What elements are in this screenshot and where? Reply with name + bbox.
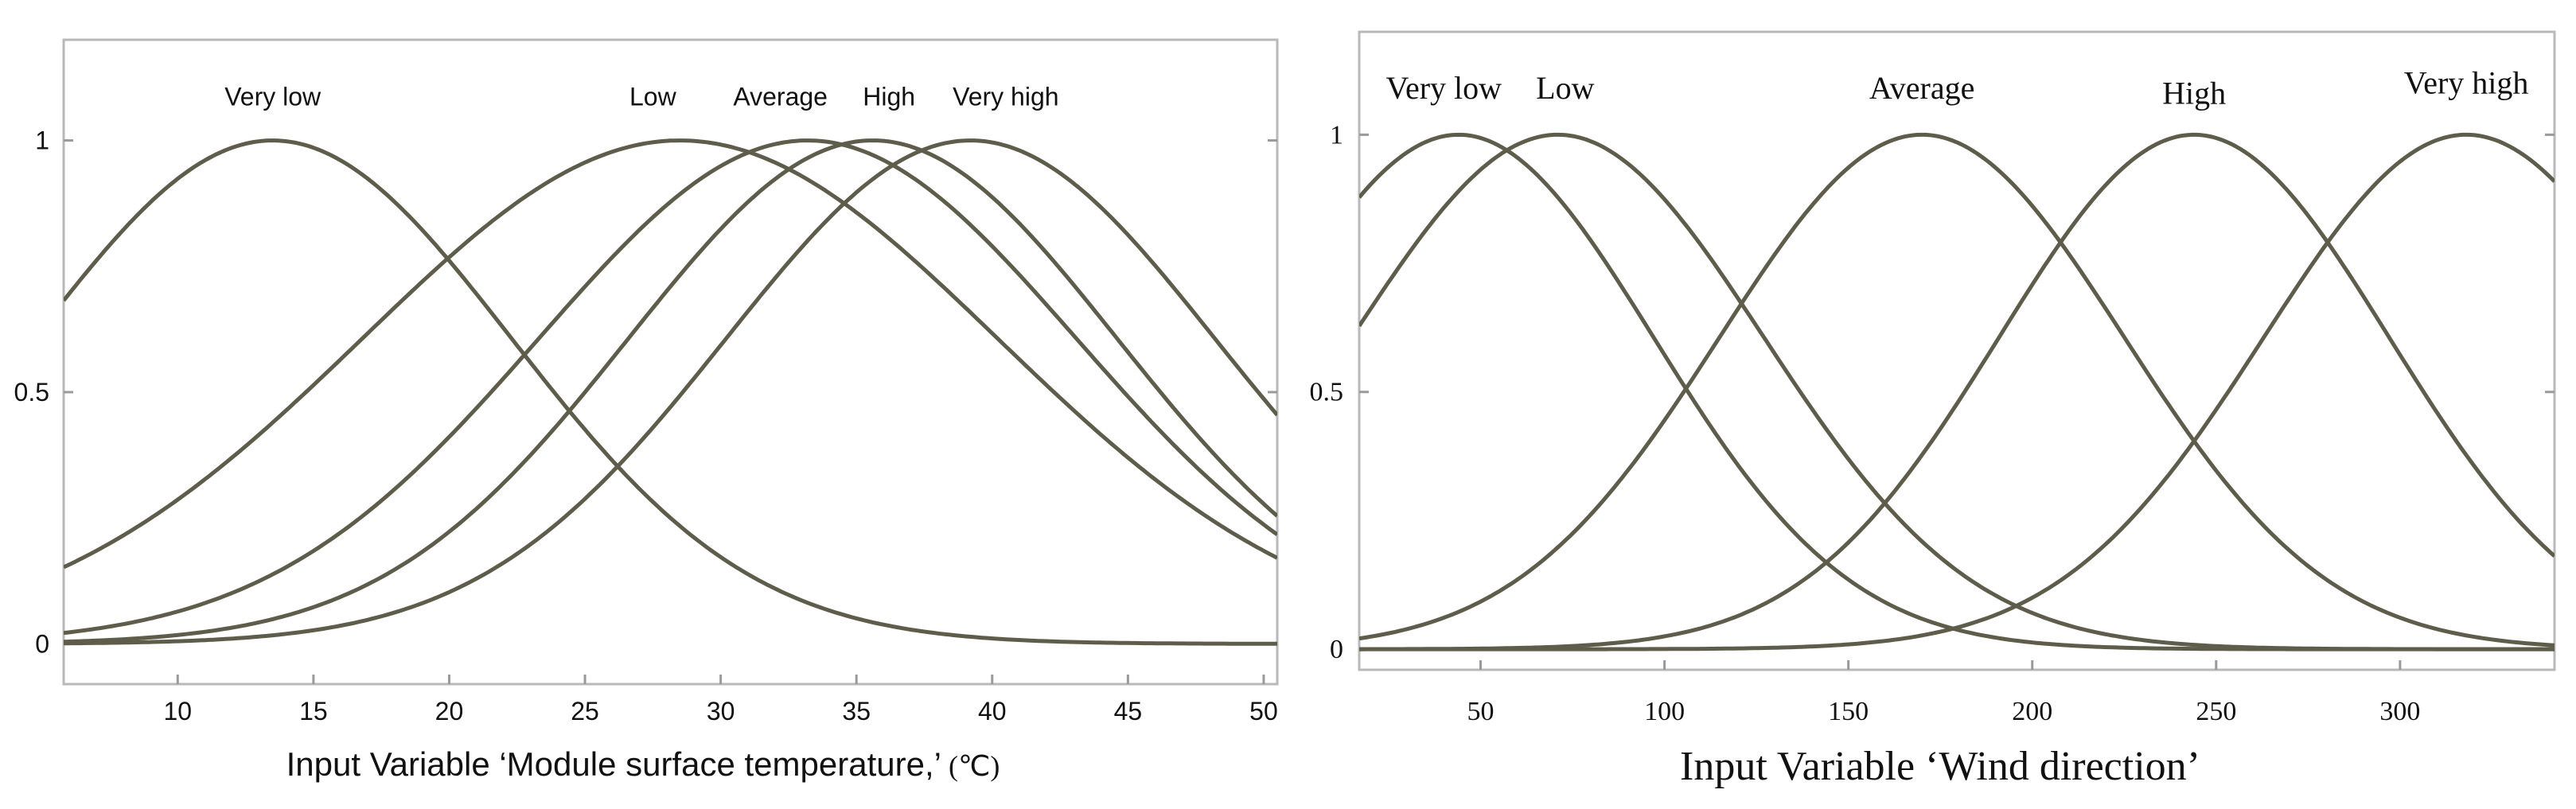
temp-curve-high bbox=[64, 138, 1277, 644]
wind-x-axis-label-text: Input Variable ‘Wind direction’ bbox=[1680, 744, 2200, 789]
temp-x-tick-label: 35 bbox=[842, 697, 871, 725]
temp-x-tick-label: 20 bbox=[435, 697, 464, 725]
wind-y-tick-label: 0 bbox=[1330, 635, 1343, 664]
temp-x-tick-label: 10 bbox=[163, 697, 192, 725]
wind-x-axis-label: Input Variable ‘Wind direction’ bbox=[1680, 744, 2200, 789]
chart-module-temperature: 0 0.5 1 10 15 20 25 30 35 40 45 50 Very low Low Averag… bbox=[14, 38, 1279, 783]
chart-wind-direction: 0 0.5 1 50 100 150 200 250 300 Very low Low Average… bbox=[1297, 0, 2576, 809]
temp-y-tick-label: 0 bbox=[35, 629, 49, 658]
temp-curve-low bbox=[64, 138, 1277, 570]
wind-label-low: Low bbox=[1536, 70, 1594, 106]
temp-curve-very-high bbox=[64, 138, 1277, 646]
wind-x-tick-label: 50 bbox=[1467, 697, 1495, 726]
temp-label-low: Low bbox=[629, 82, 677, 111]
temp-x-tick-label: 30 bbox=[707, 697, 735, 725]
wind-label-high: High bbox=[2162, 76, 2226, 111]
temp-x-axis-label: Input Variable ‘Module surface temperatu… bbox=[286, 745, 1000, 783]
wind-curve-high bbox=[1359, 132, 2555, 651]
wind-curve-very-high bbox=[1359, 132, 2555, 651]
wind-label-very-low: Very low bbox=[1386, 70, 1502, 106]
temp-label-very-high: Very high bbox=[953, 82, 1058, 111]
temp-x-tick-label: 15 bbox=[299, 697, 328, 725]
wind-curve-average bbox=[1359, 132, 2555, 648]
temp-curve-very-low bbox=[64, 138, 1277, 646]
temp-y-tick-label: 1 bbox=[35, 126, 49, 155]
temp-label-very-low: Very low bbox=[224, 82, 322, 111]
temp-label-average: Average bbox=[733, 82, 828, 111]
wind-curve-low bbox=[1359, 132, 2555, 651]
wind-label-very-high: Very high bbox=[2404, 65, 2529, 101]
temp-x-tick-label: 25 bbox=[571, 697, 599, 725]
temp-y-tick-label: 0.5 bbox=[14, 378, 49, 406]
wind-x-tick-label: 100 bbox=[1644, 697, 1685, 726]
wind-y-tick-label: 0.5 bbox=[1310, 378, 1344, 407]
wind-x-tick-label: 250 bbox=[2196, 697, 2236, 726]
temp-x-axis-unit: (℃) bbox=[941, 750, 1000, 782]
wind-y-tick-label: 1 bbox=[1330, 120, 1343, 150]
temp-label-high: High bbox=[863, 82, 915, 111]
temp-x-tick-label: 40 bbox=[978, 697, 1007, 725]
temp-x-tick-label: 50 bbox=[1249, 697, 1278, 725]
temp-x-axis-label-text: Input Variable ‘Module surface temperatu… bbox=[286, 745, 941, 783]
wind-curves bbox=[1359, 132, 2555, 651]
wind-x-tick-label: 150 bbox=[1828, 697, 1869, 726]
wind-x-tick-label: 300 bbox=[2379, 697, 2420, 726]
temp-curves bbox=[64, 138, 1277, 646]
temp-curve-average bbox=[64, 138, 1277, 636]
chart-module-temperature-svg: 0 0.5 1 10 15 20 25 30 35 40 45 50 Very low Low Averag… bbox=[14, 38, 1279, 783]
wind-x-tick-label: 200 bbox=[2012, 697, 2052, 726]
wind-plot-frame bbox=[1358, 30, 2556, 671]
wind-label-average: Average bbox=[1869, 70, 1975, 106]
temp-x-tick-label: 45 bbox=[1114, 697, 1143, 725]
